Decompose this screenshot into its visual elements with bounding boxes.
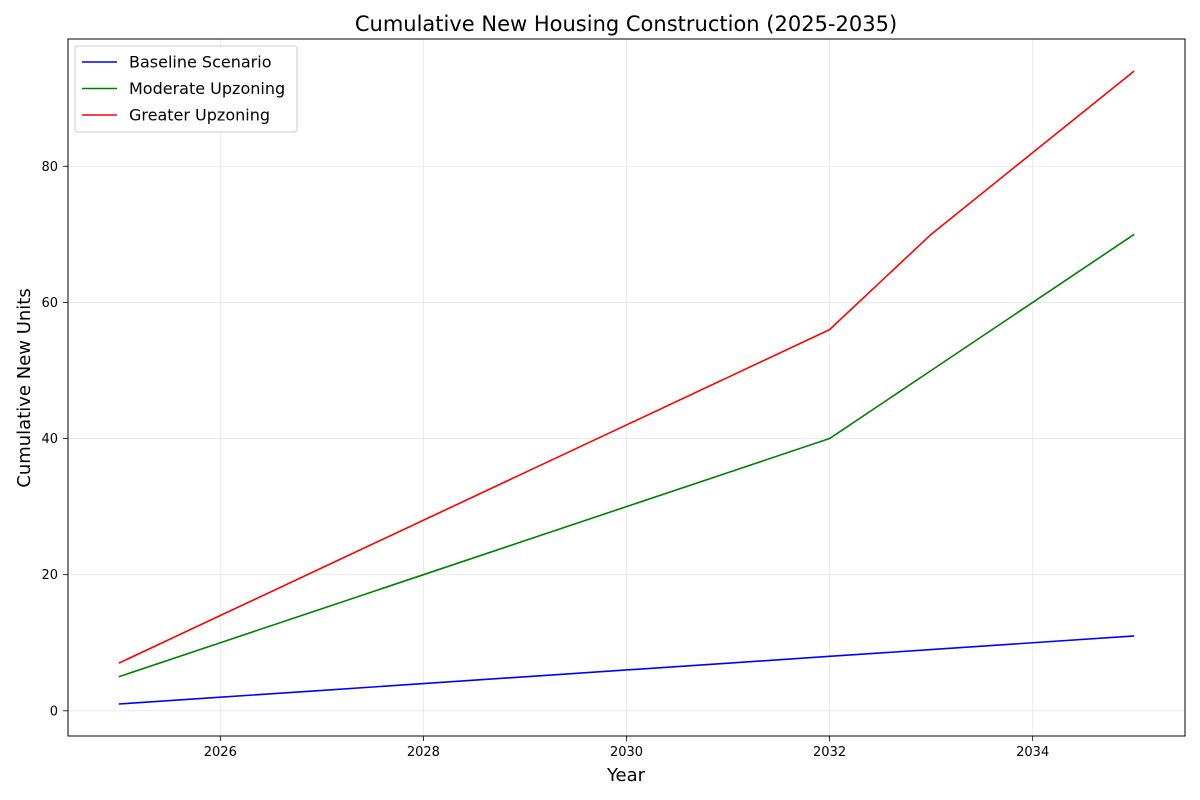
legend-entry-2: Moderate Upzoning	[129, 79, 285, 98]
grid-lines	[68, 39, 1185, 736]
x-axis-ticks: 2026 2028 2030 2032 2034	[204, 736, 1049, 760]
x-axis-label: Year	[606, 765, 646, 786]
legend: Baseline Scenario Moderate Upzoning Greate…	[74, 45, 298, 133]
legend-box	[74, 45, 298, 133]
series-line-2	[118, 233, 1135, 678]
legend-entry-3: Greater Upzoning	[129, 106, 270, 125]
chart-title: Cumulative New Housing Construction (202…	[355, 12, 897, 36]
series-line-1	[118, 635, 1135, 705]
legend-entry-1: Baseline Scenario	[129, 53, 271, 72]
x-tick-label: 2028	[407, 745, 440, 760]
x-tick-label: 2030	[610, 745, 643, 760]
y-axis-label: Cumulative New Units	[14, 288, 35, 487]
series-lines	[118, 70, 1135, 705]
y-axis-ticks: 0 20 40 60 80	[41, 160, 68, 719]
y-tick-label: 40	[41, 432, 58, 447]
y-tick-label: 20	[41, 568, 58, 583]
y-tick-label: 60	[41, 296, 58, 311]
series-line-3	[118, 70, 1135, 664]
y-tick-label: 0	[50, 704, 58, 719]
x-tick-label: 2026	[204, 745, 237, 760]
y-tick-label: 80	[41, 160, 58, 175]
x-tick-label: 2034	[1016, 745, 1049, 760]
x-tick-label: 2032	[813, 745, 846, 760]
